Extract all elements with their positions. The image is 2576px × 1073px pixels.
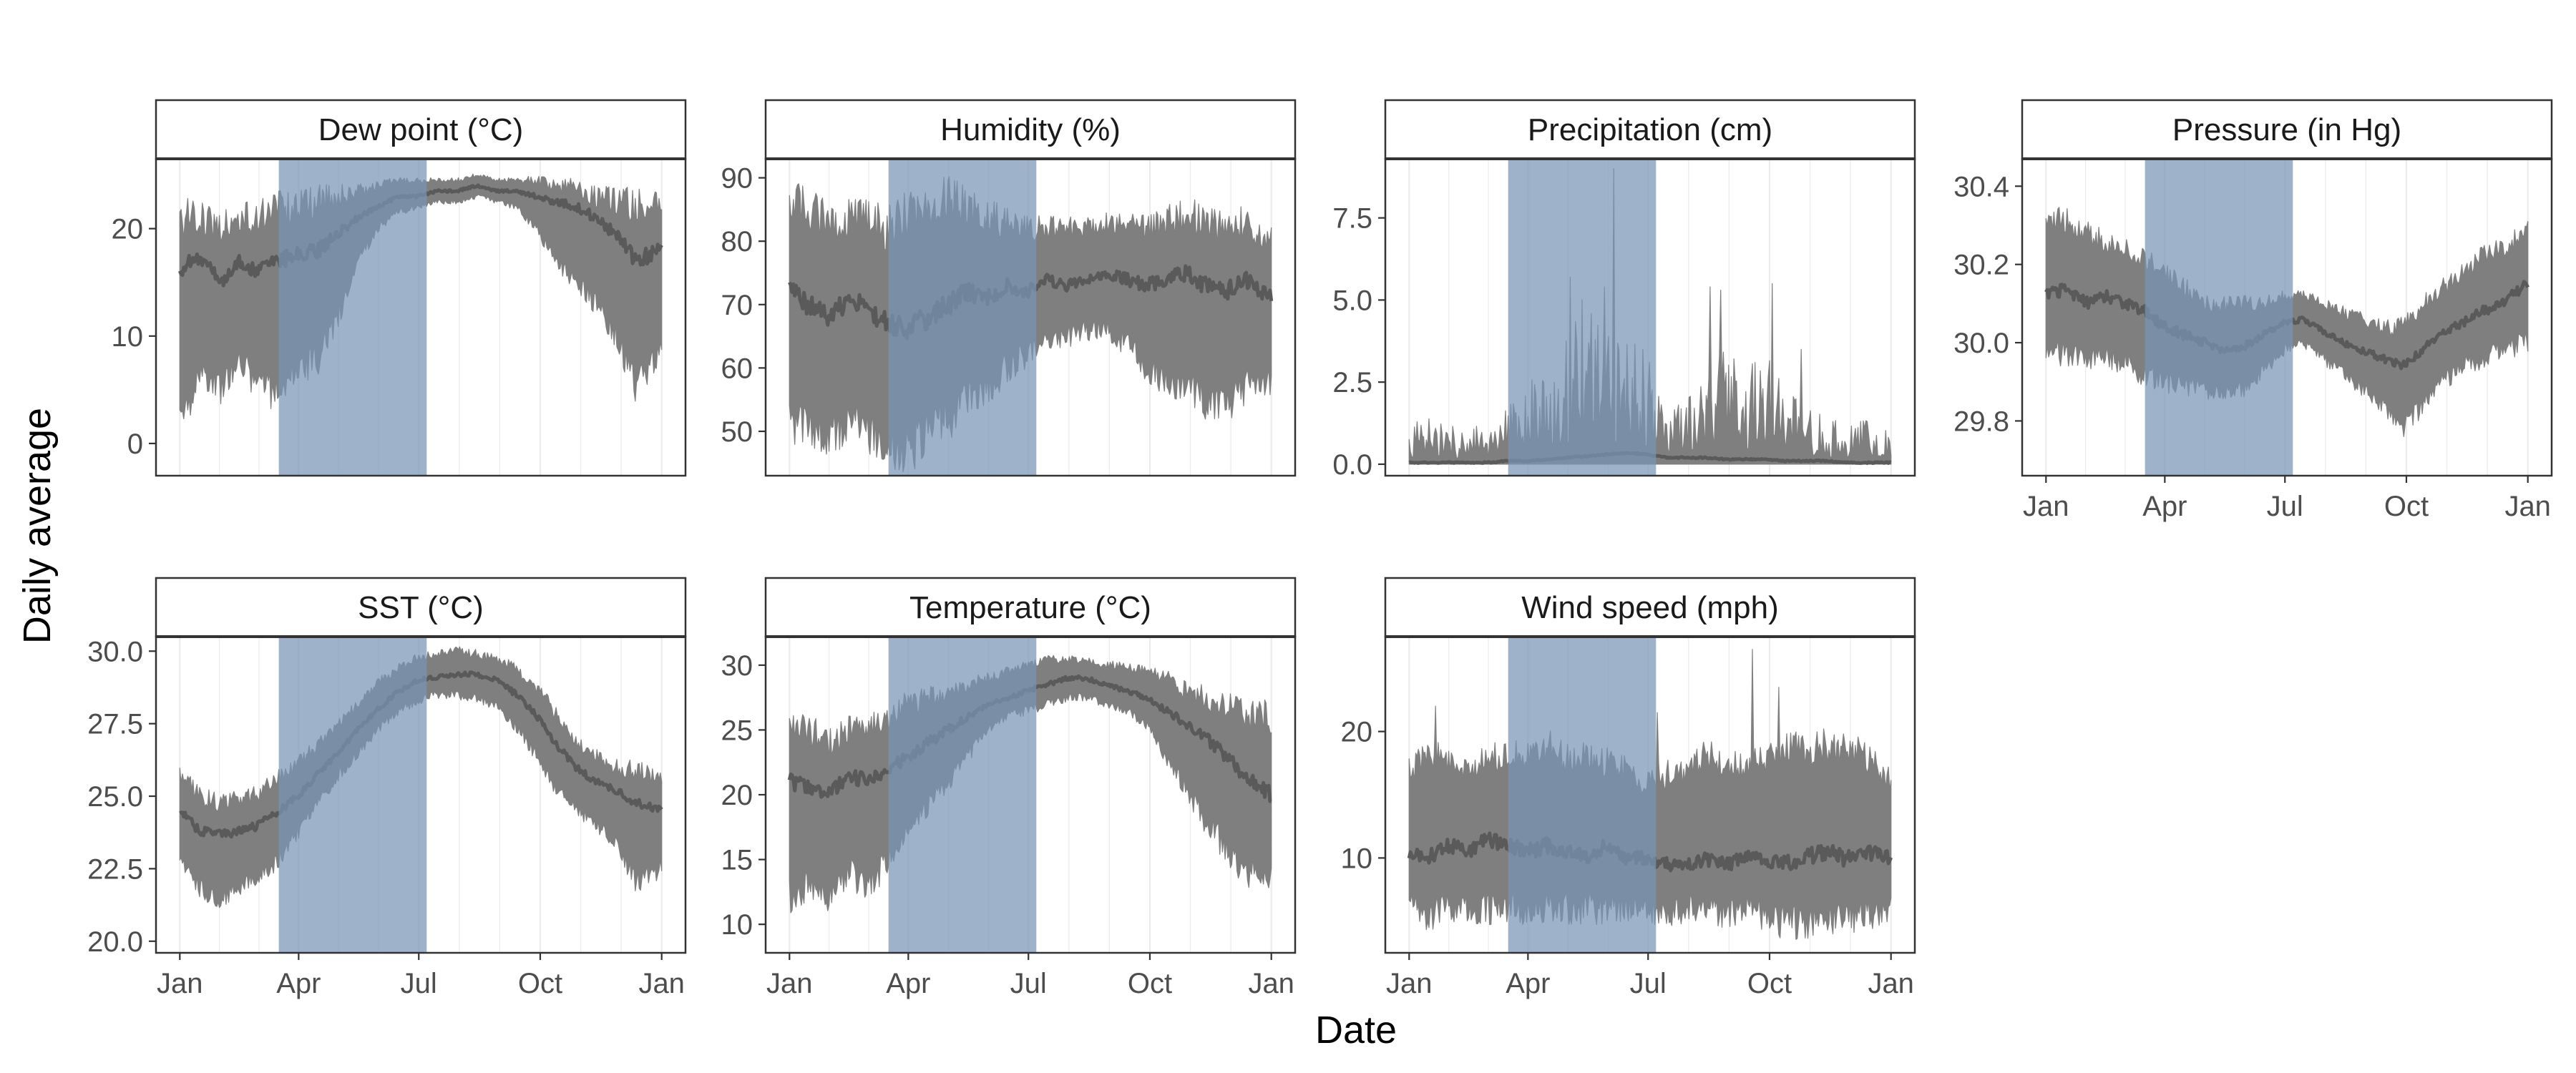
facet-title: Pressure (in Hg): [2172, 112, 2401, 147]
highlight-period: [888, 159, 1037, 476]
x-tick-label: Jul: [1010, 968, 1047, 999]
y-tick-label: 50: [721, 416, 753, 448]
facet-strip: [1384, 99, 1916, 160]
y-tick-label: 30.4: [1953, 171, 2009, 202]
panel-plot-area: [2044, 159, 2529, 476]
facet-title: Temperature (°C): [909, 590, 1151, 625]
y-tick-label: 10: [721, 909, 753, 941]
highlight-period: [1508, 159, 1657, 476]
x-tick-label: Oct: [1128, 968, 1172, 999]
y-tick-label: 30.2: [1953, 250, 2009, 281]
facet-strip: [155, 577, 687, 638]
y-tick-label: 22.5: [87, 853, 143, 885]
y-tick-label: 25.0: [87, 781, 143, 813]
panel-plot-area: [1408, 159, 1892, 476]
y-tick-label: 7.5: [1332, 203, 1372, 235]
panel-plot-area: [179, 637, 663, 953]
x-tick-label: Jan: [2504, 491, 2551, 522]
x-tick-label: Oct: [518, 968, 562, 999]
x-tick-label: Jan: [638, 968, 685, 999]
x-tick-label: Apr: [886, 968, 930, 999]
highlight-period: [888, 637, 1037, 953]
facet-wind-speed-mph: Wind speed (mph) 10 20 Jan Apr Jul Oct Jan: [1341, 577, 1916, 999]
highlight-period: [278, 159, 427, 476]
x-tick-label: Apr: [2142, 491, 2187, 522]
facet-pressure-in-hg: Pressure (in Hg) 29.8 30.0 30.2 30.4 Jan Apr Ju…: [1953, 99, 2553, 522]
facet-dew-point-c: Dew point (°C) 0 10 20: [112, 99, 687, 477]
panel-plot-area: [788, 159, 1274, 476]
facet-strip: [764, 99, 1297, 160]
highlight-period: [1508, 637, 1657, 953]
x-tick-label: Jan: [1868, 968, 1914, 999]
y-tick-label: 27.5: [87, 709, 143, 740]
facet-humidity: Humidity (%) 50 60 70 80 90: [721, 99, 1297, 477]
facets-layer: Dew point (°C) 0 10 20 Humidity (%) 50 60 70 80 9…: [87, 99, 2553, 999]
y-tick-label: 20: [721, 780, 753, 811]
y-tick-label: 25: [721, 715, 753, 746]
panel-plot-area: [177, 159, 663, 476]
x-tick-label: Jan: [157, 968, 203, 999]
x-tick-label: Oct: [2384, 491, 2429, 522]
y-tick-label: 5.0: [1332, 285, 1372, 316]
facet-strip: [155, 99, 687, 160]
y-tick-label: 20.0: [87, 926, 143, 958]
y-tick-label: 20: [112, 214, 144, 245]
y-tick-label: 0: [127, 428, 143, 460]
x-tick-label: Jan: [1386, 968, 1433, 999]
facet-strip: [1384, 577, 1916, 638]
y-tick-label: 20: [1341, 717, 1373, 748]
y-tick-label: 29.8: [1953, 406, 2009, 437]
y-tick-label: 70: [721, 290, 753, 321]
facet-strip: [764, 577, 1297, 638]
y-tick-label: 0.0: [1332, 449, 1372, 481]
y-tick-label: 30.0: [87, 636, 143, 667]
y-tick-label: 90: [721, 163, 753, 195]
x-tick-label: Jan: [2023, 491, 2069, 522]
facet-strip: [2021, 99, 2553, 160]
y-tick-label: 10: [1341, 843, 1373, 874]
x-tick-label: Jan: [766, 968, 813, 999]
y-tick-label: 2.5: [1332, 367, 1372, 398]
facet-title: Wind speed (mph): [1521, 590, 1778, 625]
facet-precipitation-cm: Precipitation (cm) 0.0 2.5 5.0 7.5: [1332, 99, 1916, 481]
x-tick-label: Jan: [1248, 968, 1294, 999]
panel-plot-area: [1407, 637, 1893, 953]
facet-title: Precipitation (cm): [1528, 112, 1772, 147]
facet-temperature-c: Temperature (°C) 10 15 20 25 30 Jan Apr Jul Oct Ja…: [721, 577, 1297, 999]
x-tick-label: Apr: [276, 968, 321, 999]
x-tick-label: Jul: [1630, 968, 1667, 999]
facet-sst-c: SST (°C) 20.0 22.5 25.0 27.5 30.0 Jan Apr Jul Oct…: [87, 577, 687, 999]
panel-plot-area: [787, 637, 1272, 953]
facet-title: Dew point (°C): [318, 112, 524, 147]
x-tick-label: Apr: [1506, 968, 1550, 999]
facet-title: SST (°C): [358, 590, 484, 625]
x-tick-label: Oct: [1747, 968, 1792, 999]
x-tick-label: Jul: [401, 968, 437, 999]
y-tick-label: 80: [721, 226, 753, 258]
y-tick-label: 30: [721, 650, 753, 682]
y-tick-label: 30.0: [1953, 328, 2009, 359]
facet-title: Humidity (%): [940, 112, 1121, 147]
y-tick-label: 10: [112, 321, 144, 353]
highlight-period: [2145, 159, 2293, 476]
y-tick-label: 60: [721, 353, 753, 384]
y-tick-label: 15: [721, 845, 753, 876]
y-axis-title: Daily average: [16, 408, 59, 644]
x-tick-label: Jul: [2267, 491, 2303, 522]
highlight-period: [278, 637, 427, 953]
x-axis-title: Date: [1315, 1009, 1397, 1052]
